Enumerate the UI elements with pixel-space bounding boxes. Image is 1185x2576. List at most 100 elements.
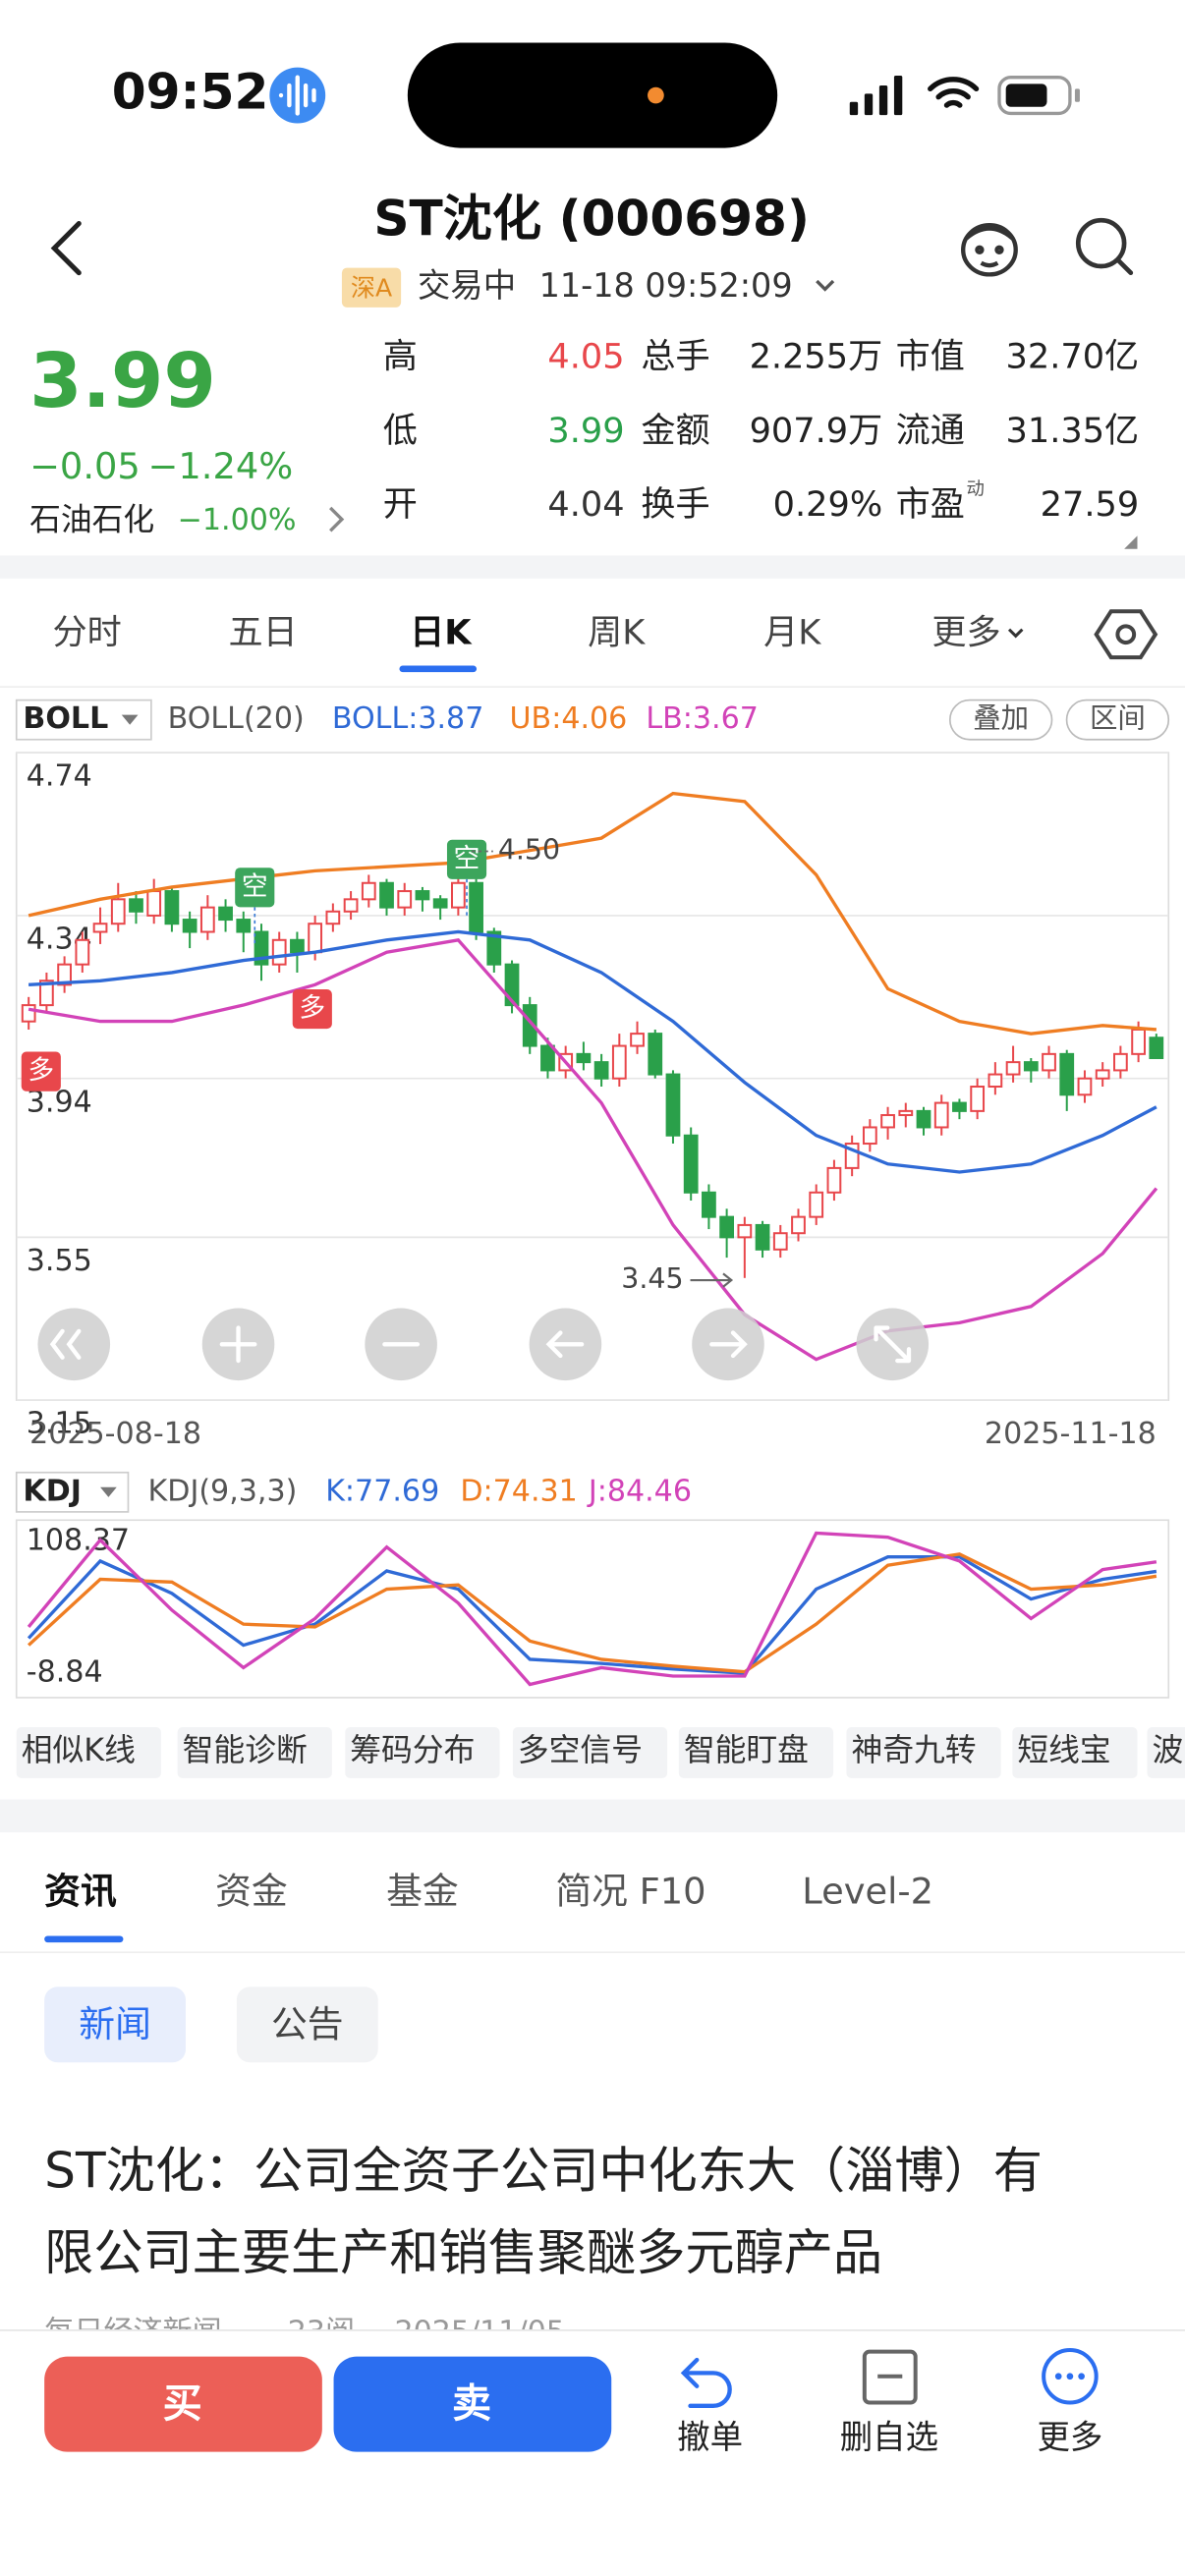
range-label: 区间 (1090, 702, 1146, 735)
info-tab[interactable]: 基金 (386, 1870, 459, 1912)
quote-stat: 高 (383, 337, 418, 377)
candle-body (110, 898, 126, 925)
battery-tip (1074, 88, 1080, 102)
candle-body (880, 1114, 895, 1129)
sub-tab[interactable] (44, 1987, 187, 2063)
trade-status: 交易中 (418, 266, 516, 305)
kdj-name: KDJ (23, 1474, 81, 1508)
tool-label: 神奇九转 (851, 1733, 976, 1768)
candle-body (39, 980, 54, 1007)
legend-ub: UB:4.06 (510, 701, 628, 736)
candle-body (1023, 1061, 1039, 1072)
signal-label: 空 (242, 871, 268, 902)
expand-corner[interactable] (1124, 535, 1138, 549)
more-icon[interactable] (1042, 2347, 1099, 2405)
quote-stat: 总手 (641, 337, 709, 377)
quote-stat: 27.59 (1041, 484, 1140, 525)
price: 3.99 (29, 338, 216, 425)
price-change-pct: −1.24% (148, 445, 294, 487)
tool-label: 智能诊断 (183, 1733, 308, 1768)
quote-stat: 32.70亿 (1006, 337, 1140, 377)
tool-chip[interactable] (345, 1727, 500, 1778)
period-tab[interactable]: 分时 (53, 613, 122, 653)
tool-chip[interactable] (512, 1727, 668, 1778)
separator (0, 555, 1185, 579)
info-tab[interactable]: Level-2 (802, 1870, 933, 1912)
news-title[interactable]: 限公司主要生产和销售聚醚多元醇产品 (44, 2223, 882, 2281)
tool-label: 智能盯盘 (684, 1733, 809, 1768)
chart-nav-icon (874, 1325, 912, 1364)
sector-name[interactable]: 石油石化 (29, 502, 154, 537)
remove-watch-icon[interactable] (862, 2349, 918, 2405)
tool-chip[interactable] (16, 1727, 161, 1778)
cancel-label[interactable]: 撤单 (677, 2418, 743, 2456)
candle-body (1113, 1052, 1128, 1072)
candle-body (809, 1191, 824, 1218)
quote-stat: 开 (383, 484, 418, 525)
chart-nav-icon (49, 1328, 82, 1360)
tool-chip[interactable] (177, 1727, 332, 1778)
candle-body (737, 1223, 753, 1239)
candle-body (343, 898, 359, 913)
candle-body (1042, 1052, 1056, 1072)
candle-body (432, 898, 448, 909)
search-icon[interactable] (1075, 217, 1134, 276)
x-tick-label: 2025-08-18 (29, 1417, 201, 1451)
tool-label: 短线宝 (1017, 1733, 1110, 1768)
candle-body (576, 1052, 592, 1064)
period-tab[interactable]: 月K (763, 613, 821, 653)
quote-stat: 市值 (896, 337, 965, 377)
candle-body (308, 923, 323, 954)
candle-body (702, 1191, 716, 1218)
info-tab[interactable]: 资讯 (44, 1870, 117, 1912)
more-dots (1054, 2373, 1085, 2380)
chart-nav-button[interactable] (37, 1308, 111, 1381)
sell-button[interactable] (333, 2356, 612, 2452)
candle-body (683, 1134, 699, 1194)
candle-body (898, 1109, 914, 1117)
legend-k: K:77.69 (325, 1474, 439, 1508)
period-tab[interactable]: 五日 (229, 613, 298, 653)
candle-body (21, 1004, 36, 1023)
quote-stat: 金额 (641, 411, 709, 451)
overlay-button[interactable] (948, 699, 1053, 741)
dynamic-island (407, 42, 778, 148)
sub-tab[interactable] (236, 1987, 378, 2063)
period-tab[interactable]: 更多 (931, 613, 1000, 653)
info-tab[interactable]: 资金 (215, 1870, 288, 1912)
more-label[interactable]: 更多 (1037, 2418, 1102, 2456)
market-badge (341, 267, 402, 308)
assistant-icon[interactable] (961, 223, 1018, 277)
candle-body (236, 919, 252, 933)
range-button[interactable] (1065, 699, 1170, 741)
time-dropdown[interactable] (816, 279, 835, 292)
candle-body (146, 890, 162, 917)
annotation-low: 3.45 (621, 1262, 683, 1295)
sector-chevron[interactable] (329, 506, 345, 532)
remove-watch-label[interactable]: 删自选 (840, 2418, 938, 2456)
period-tab[interactable]: 日K (410, 613, 473, 653)
quote-stat: 4.05 (547, 337, 624, 377)
cancel-icon[interactable] (680, 2357, 732, 2409)
tool-chip[interactable] (846, 1727, 1001, 1778)
kdj-line (27, 1531, 1157, 1687)
candle-body (1095, 1069, 1110, 1080)
tool-chip[interactable] (678, 1727, 834, 1778)
signal-label: 空 (454, 843, 480, 873)
news-title[interactable]: ST沈化：公司全资子公司中化东大（淄博）有 (44, 2141, 1043, 2199)
tool-chip[interactable] (1147, 1727, 1185, 1778)
info-tab[interactable]: 简况 F10 (555, 1870, 705, 1912)
back-button[interactable] (50, 221, 82, 276)
y-tick-label: 3.55 (27, 1244, 92, 1278)
settings-icon[interactable] (1094, 609, 1158, 660)
tool-chip[interactable] (1012, 1727, 1138, 1778)
period-tab[interactable]: 周K (588, 613, 646, 653)
candle-body (57, 963, 72, 986)
more-chevron[interactable] (1007, 628, 1024, 639)
candle-body (469, 881, 483, 933)
buy-button[interactable] (44, 2356, 322, 2452)
candle-body (1149, 1036, 1164, 1059)
y-tick-label: 3.15 (27, 1407, 92, 1441)
candle-body (988, 1073, 1003, 1089)
